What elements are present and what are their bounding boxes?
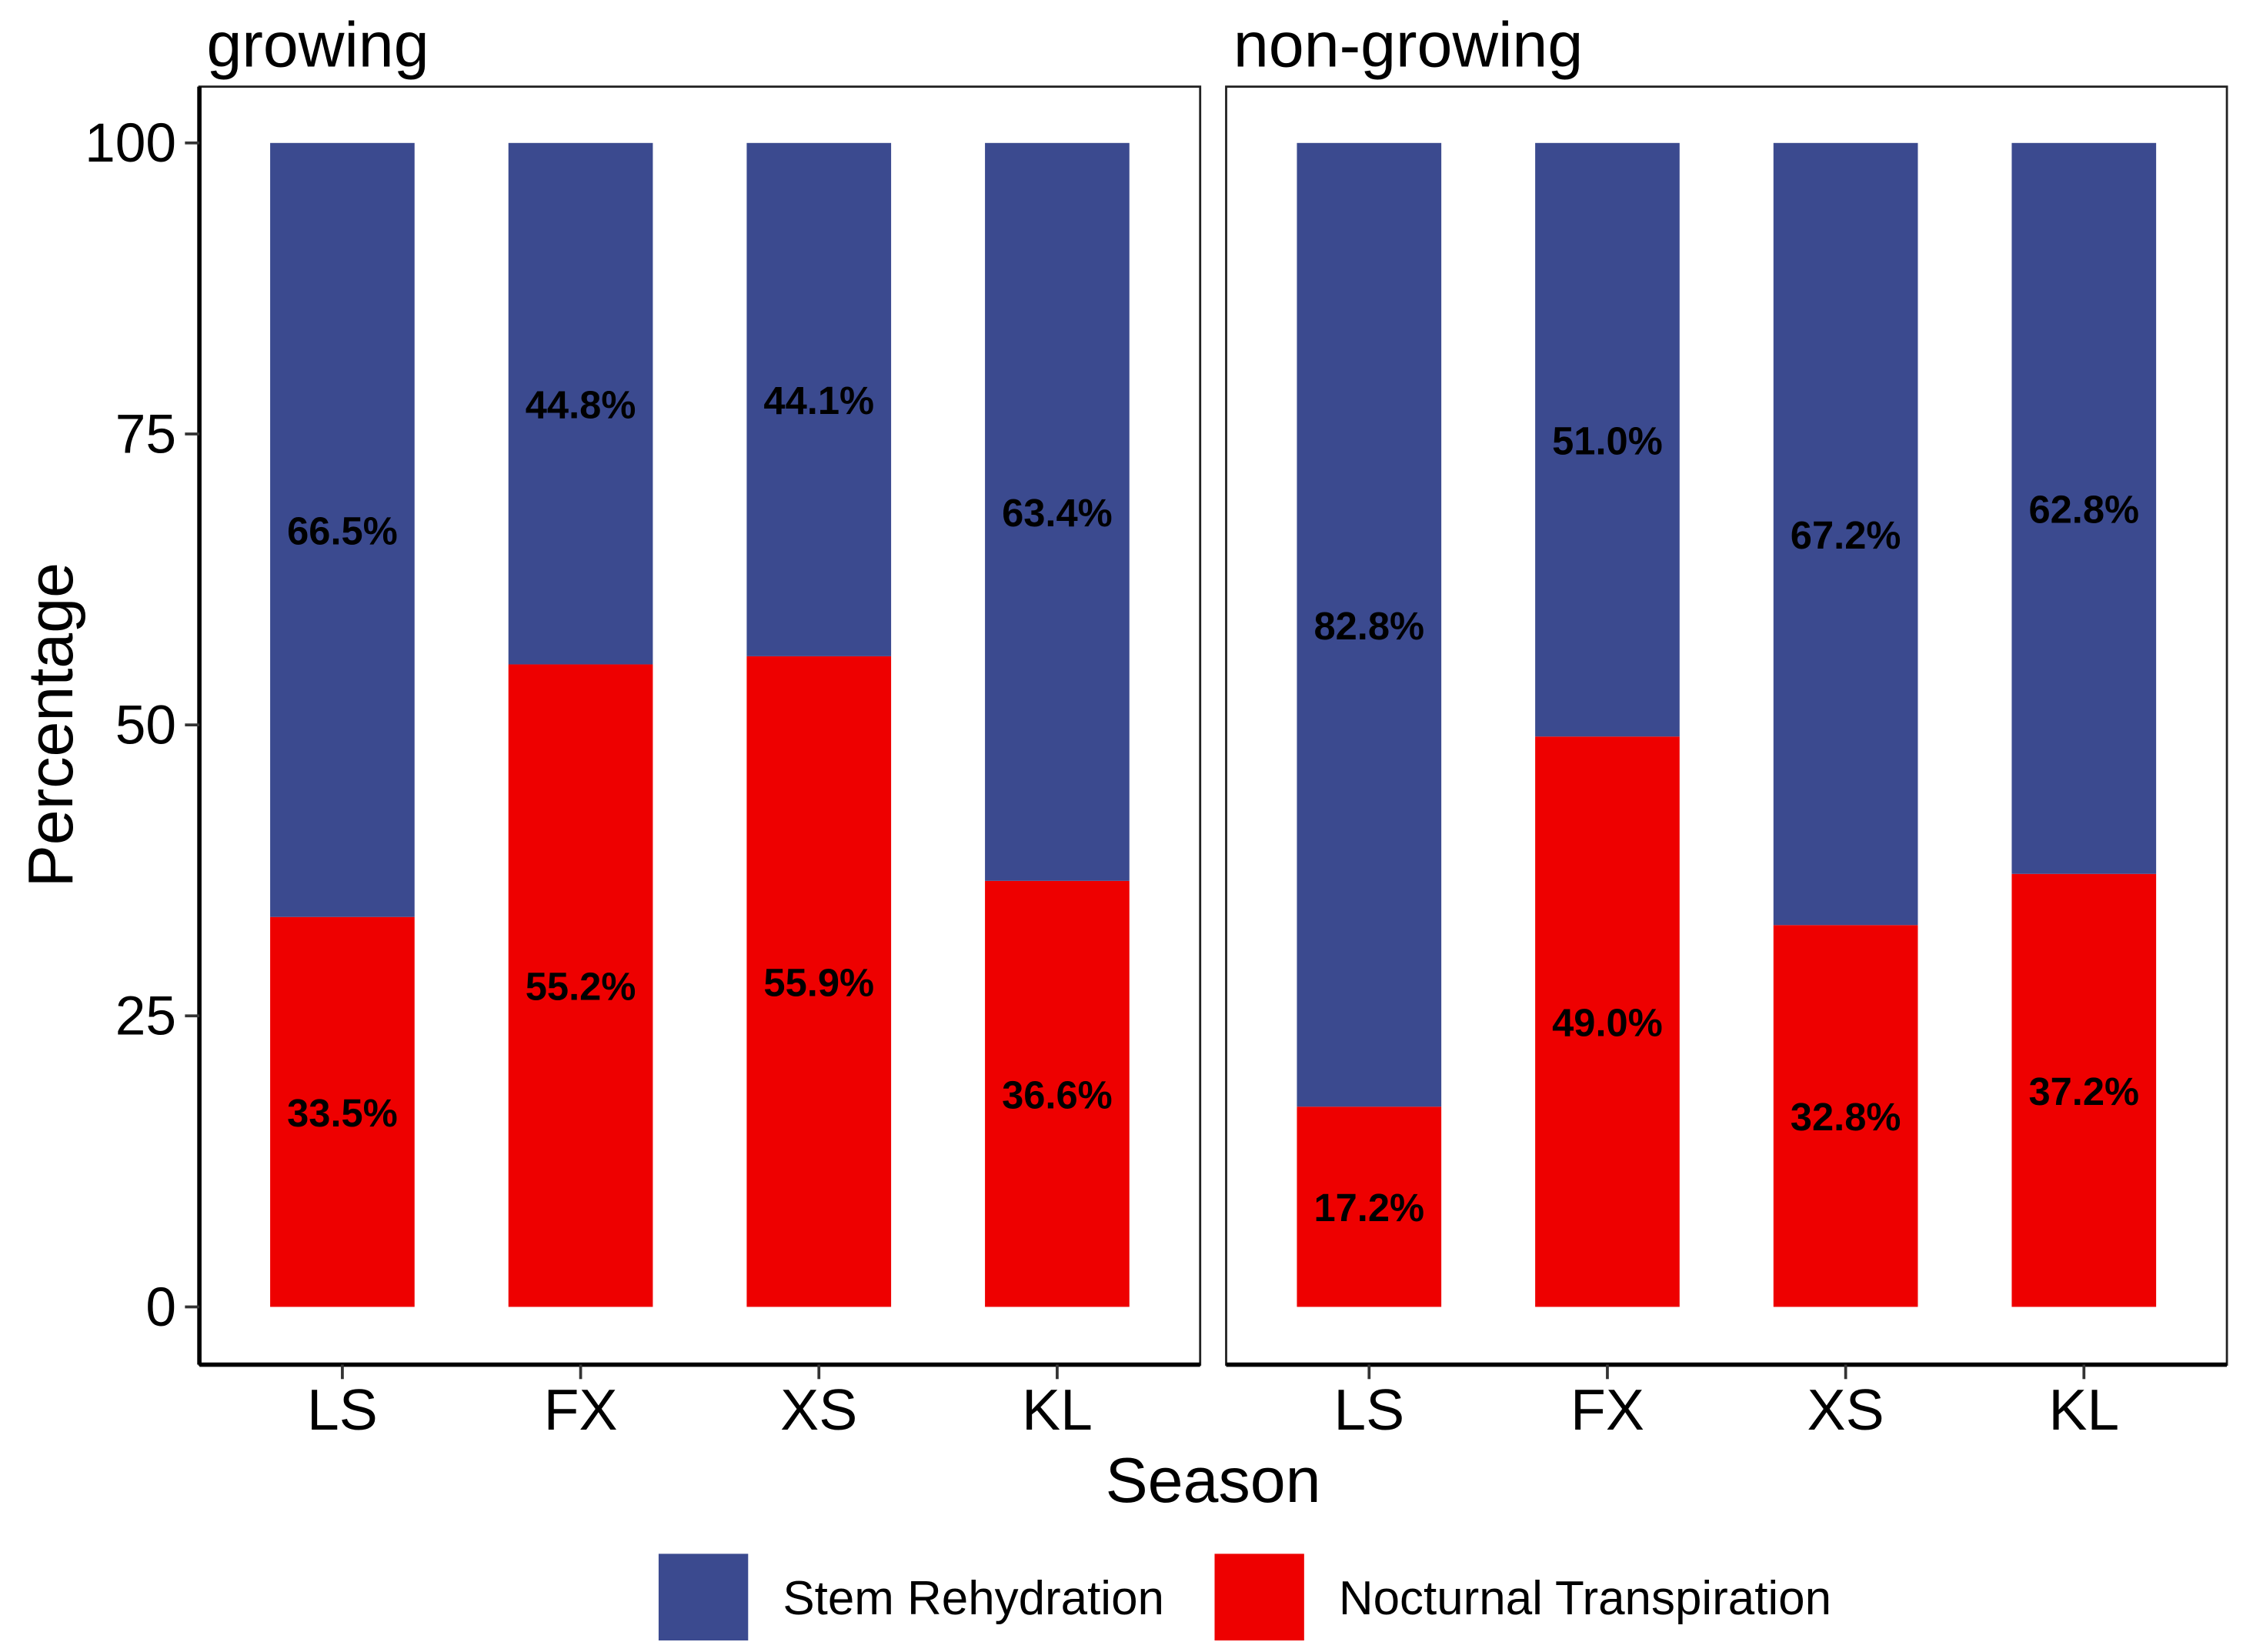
bar-nocturnal-transpiration [1773, 925, 1918, 1307]
y-tick-label: 75 [115, 403, 176, 465]
bar-nocturnal-transpiration [508, 664, 653, 1307]
y-axis-label: Percentage [15, 562, 86, 887]
x-tick-label: XS [780, 1377, 857, 1442]
bar-stem-rehydration [1297, 142, 1442, 1107]
data-label: 44.1% [763, 379, 874, 422]
x-tick-label: FX [1570, 1377, 1644, 1442]
bar-nocturnal-transpiration [985, 880, 1130, 1307]
data-label: 55.2% [526, 965, 636, 1009]
bar-stem-rehydration [1535, 142, 1680, 737]
x-tick-label: FX [544, 1377, 618, 1442]
data-label: 62.8% [2028, 488, 2139, 532]
data-label: 63.4% [1002, 491, 1113, 535]
bar-stem-rehydration [270, 142, 415, 917]
y-tick-label: 50 [115, 695, 176, 756]
y-tick-label: 25 [115, 986, 176, 1047]
bar-nocturnal-transpiration [270, 916, 415, 1307]
x-tick-label: KL [1022, 1377, 1093, 1442]
bar-stem-rehydration [1773, 142, 1918, 926]
bar-stem-rehydration [746, 142, 892, 656]
bar-nocturnal-transpiration [1535, 736, 1680, 1307]
bar-stem-rehydration [985, 142, 1130, 881]
panel-title: non-growing [1233, 9, 1583, 80]
bar-nocturnal-transpiration [1297, 1106, 1442, 1307]
y-tick-label: 0 [145, 1277, 176, 1338]
x-axis-label: Season [1106, 1445, 1321, 1516]
data-label: 55.9% [763, 960, 874, 1004]
data-label: 67.2% [1791, 513, 1901, 557]
legend-label-nocturnal-transpiration: Nocturnal Transpiration [1339, 1572, 1831, 1625]
legend-swatch-nocturnal-transpiration [1214, 1554, 1304, 1640]
panel-1: non-growing 17.2% 82.8% LS 49.0% 51.0% FX 32.8%… [1225, 9, 2228, 1442]
legend: Stem Rehydration Nocturnal Transpiration [658, 1554, 1831, 1640]
panel-title: growing [207, 9, 429, 80]
data-label: 36.6% [1002, 1073, 1113, 1116]
data-label: 17.2% [1313, 1186, 1424, 1230]
legend-swatch-stem-rehydration [658, 1554, 749, 1640]
x-tick-label: KL [2048, 1377, 2119, 1442]
data-label: 66.5% [287, 509, 398, 553]
x-tick-label: LS [1333, 1377, 1404, 1442]
data-label: 51.0% [1552, 419, 1663, 462]
x-tick-label: LS [307, 1377, 378, 1442]
data-label: 49.0% [1552, 1001, 1663, 1045]
data-label: 37.2% [2028, 1070, 2139, 1113]
legend-label-stem-rehydration: Stem Rehydration [783, 1572, 1164, 1625]
data-label: 82.8% [1313, 604, 1424, 648]
data-label: 44.8% [526, 382, 636, 426]
bar-stem-rehydration [2011, 142, 2157, 874]
y-tick-label: 100 [85, 112, 176, 174]
bar-stem-rehydration [508, 142, 653, 665]
bar-nocturnal-transpiration [746, 656, 892, 1307]
bar-nocturnal-transpiration [2011, 873, 2157, 1307]
x-tick-label: XS [1807, 1377, 1884, 1442]
data-label: 33.5% [287, 1091, 398, 1135]
data-label: 32.8% [1791, 1095, 1901, 1139]
panel-0: growing 33.5% 66.5% LS 55.2% 44.8% FX 55.9% 44.1… [198, 9, 1202, 1442]
